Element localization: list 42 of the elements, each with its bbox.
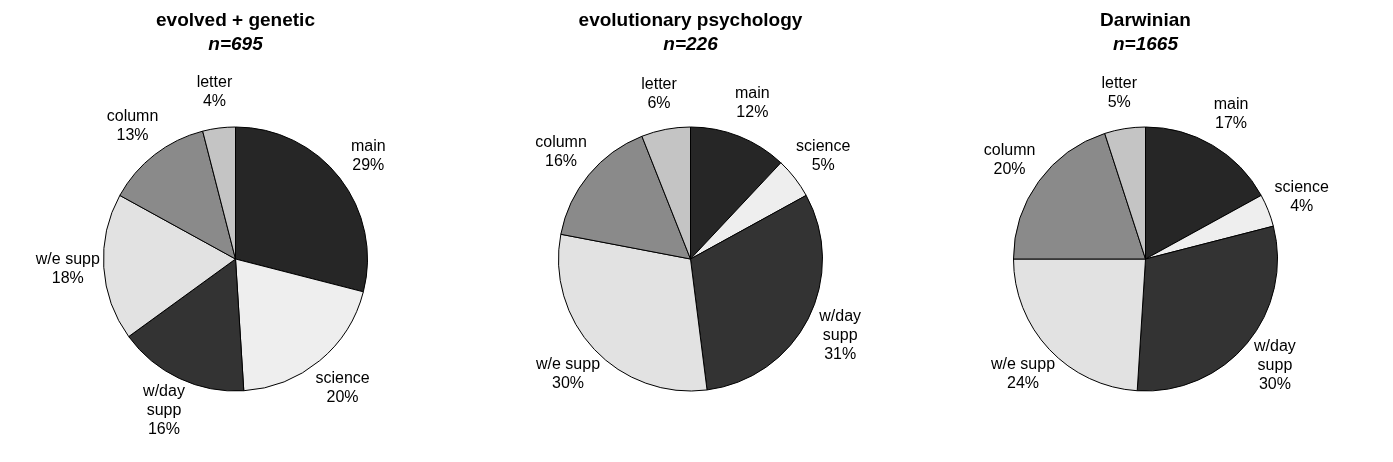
chart-title: evolved + genetic [155,8,316,32]
slice-label: column [535,132,587,150]
data-label: 5% [1107,92,1131,110]
data-label: 5% [811,155,835,173]
slice-label: w/e supp [990,354,1056,372]
chart-subtitle: n=695 [207,32,264,56]
chart-subtitle: n=1665 [1112,32,1180,56]
slice-label: column [106,107,159,125]
chart-subtitle: n=226 [662,32,719,56]
slice-label: science [1274,178,1329,196]
data-label: 4% [202,92,227,110]
slice-label: w/day supp [142,382,185,419]
slice-label: w/day supp [818,306,862,343]
data-label: 4% [1290,197,1314,215]
data-label: 13% [116,126,149,144]
data-label: 31% [824,344,857,362]
slice-label: w/e supp [535,354,601,372]
data-label: 6% [647,93,671,111]
slice-label: w/e supp [34,250,100,268]
data-label: 16% [147,420,180,438]
slice-label: letter [1101,73,1138,91]
slice-label: column [983,141,1036,159]
data-label: 20% [993,160,1026,178]
chart-title: Darwinian [1099,8,1192,32]
data-label: 18% [51,269,84,287]
slice-label: letter [196,73,233,91]
data-label: 24% [1007,373,1040,391]
slice-label: letter [641,74,678,92]
data-label: 12% [736,102,769,120]
slice-label: main [1213,95,1249,113]
slice-label: main [735,83,770,101]
slice-label: main [350,136,386,154]
data-label: 29% [352,155,385,173]
chart-title: evolutionary psychology [577,8,804,32]
data-label: 30% [552,373,585,391]
data-label: 17% [1215,114,1248,132]
data-label: 30% [1258,375,1291,393]
data-label: 16% [545,151,578,169]
slice-label: science [315,369,370,387]
data-label: 20% [326,388,359,406]
slice-label: science [796,136,851,154]
slice-label: w/day supp [1253,337,1296,374]
